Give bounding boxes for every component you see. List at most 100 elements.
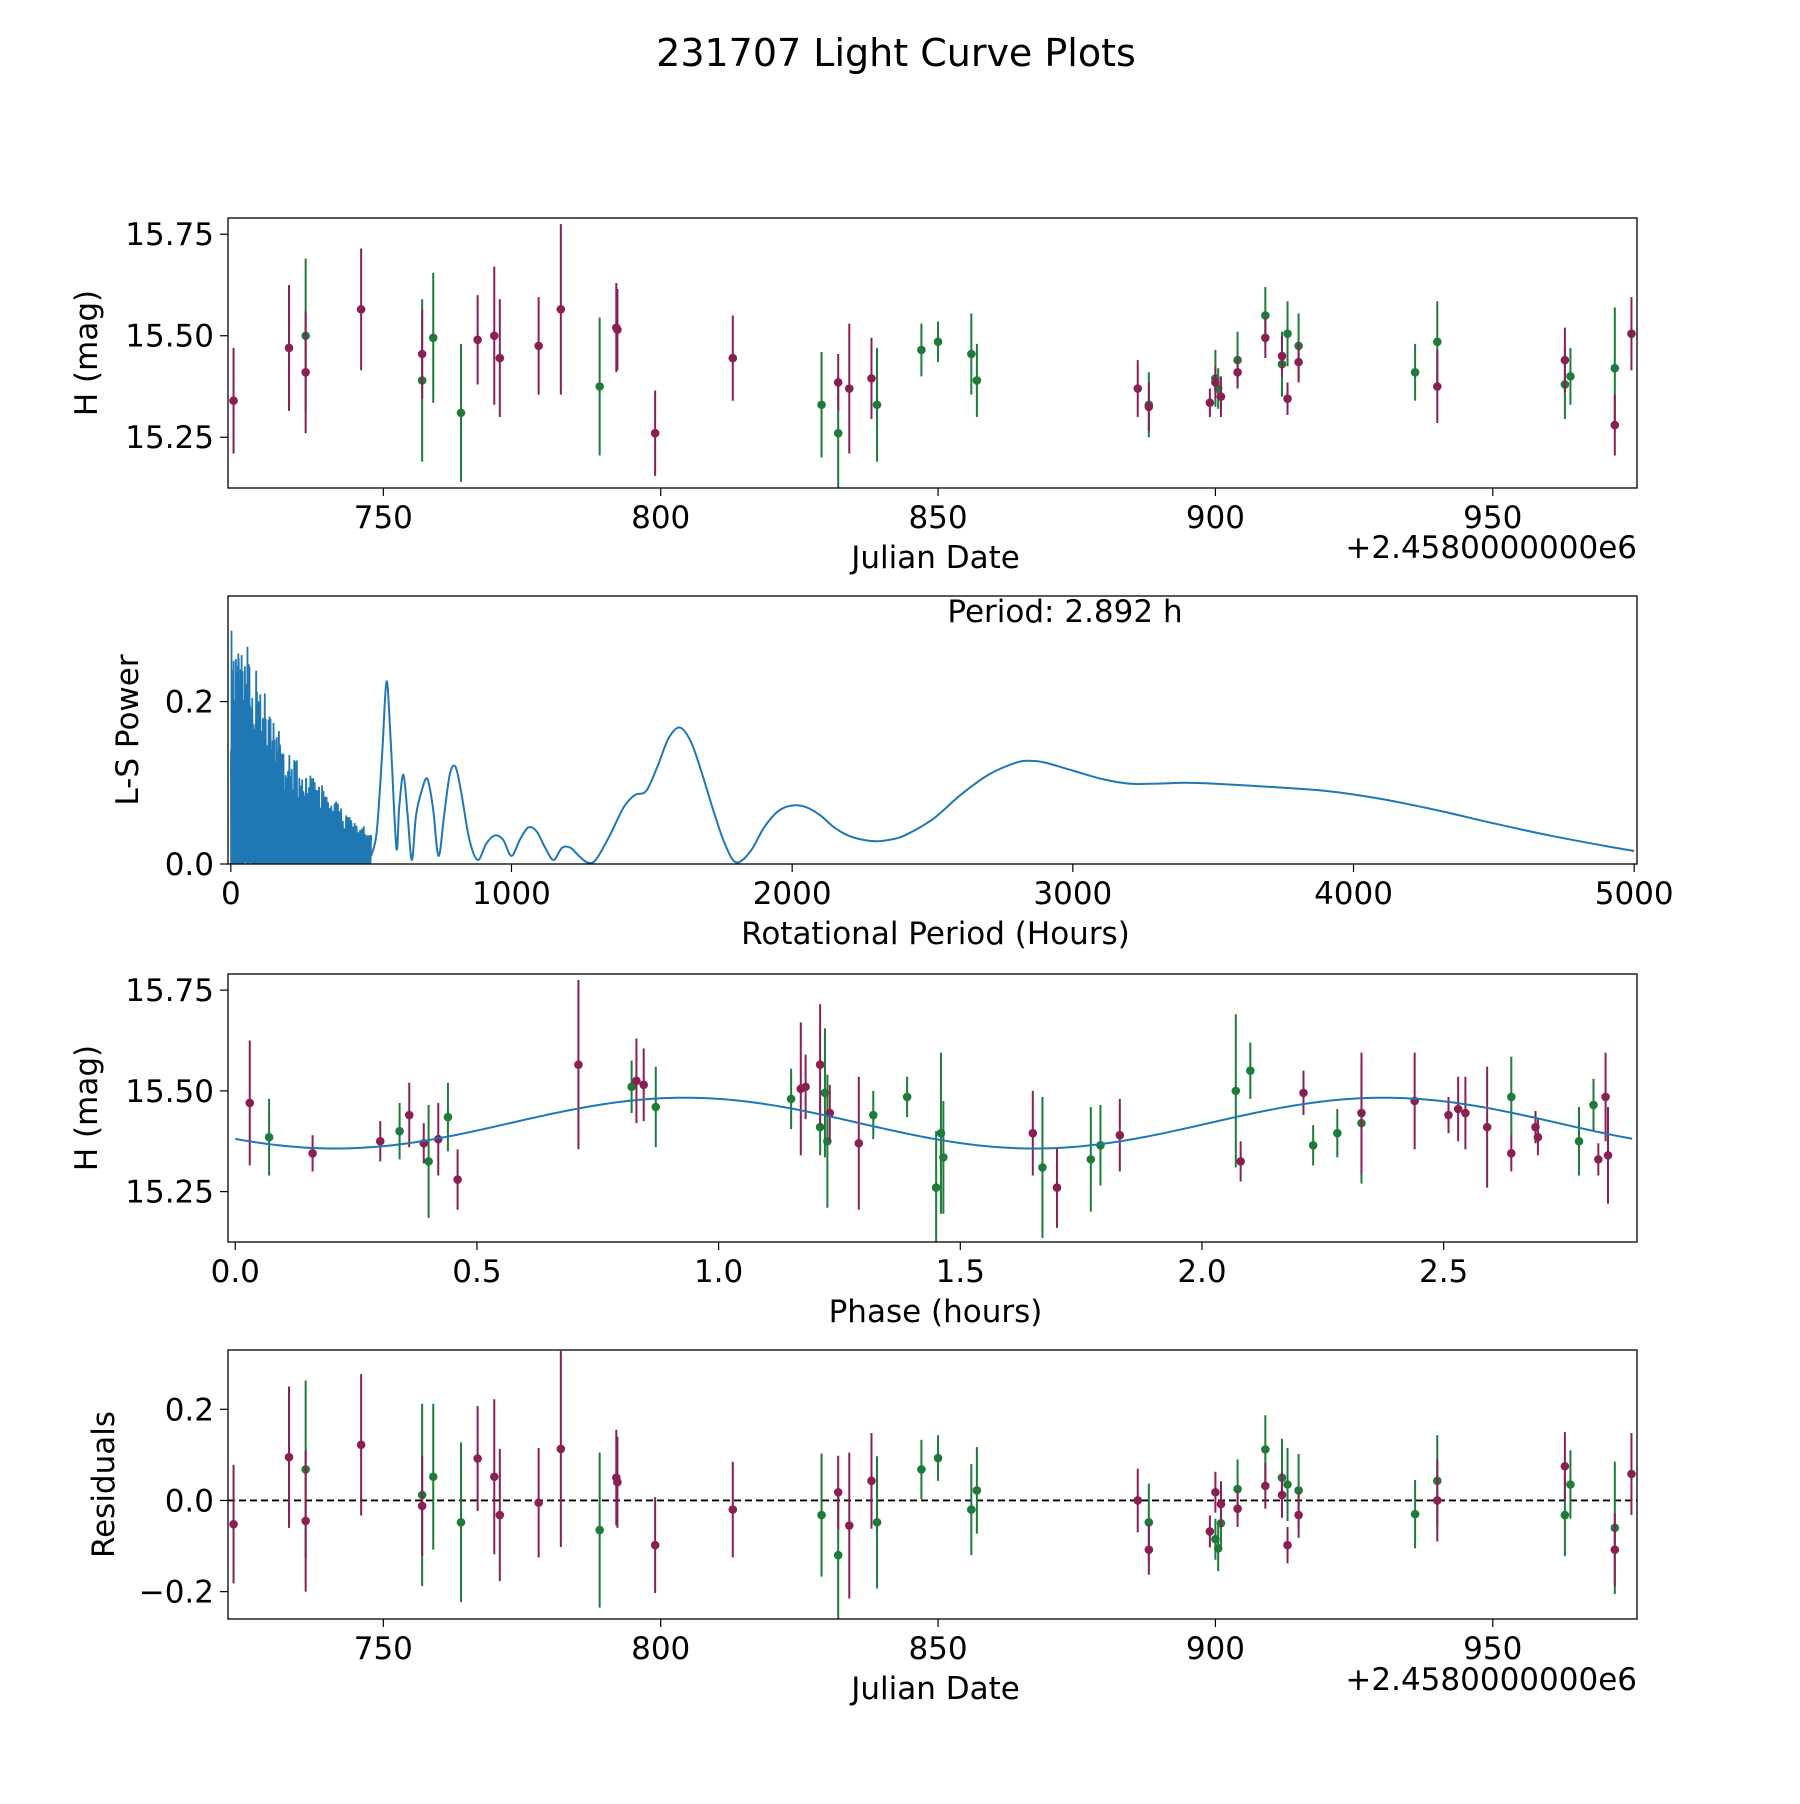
data-point — [967, 349, 976, 359]
x-tick-label: 850 — [908, 500, 967, 536]
x-tick-label: 1000 — [472, 876, 551, 912]
data-point — [1233, 367, 1242, 377]
data-point — [867, 374, 876, 383]
data-point — [1507, 1092, 1516, 1102]
data-point — [817, 400, 826, 410]
data-point — [1560, 1510, 1570, 1520]
series-filter_b — [229, 224, 1636, 476]
data-point — [1205, 398, 1215, 408]
y-axis-label: H (mag) — [69, 1045, 105, 1171]
data-point — [489, 331, 499, 341]
x-tick-label: 900 — [1186, 500, 1245, 536]
data-point — [844, 1521, 854, 1530]
data-point — [1444, 1110, 1453, 1120]
x-tick-label: 800 — [631, 500, 690, 536]
periodogram-line — [370, 680, 1635, 864]
x-tick-label: 950 — [1463, 500, 1522, 536]
data-point — [867, 1476, 876, 1486]
data-point — [1231, 1086, 1241, 1096]
x-tick-label: 4000 — [1314, 876, 1393, 912]
data-point — [1233, 1504, 1242, 1513]
data-point — [844, 384, 854, 393]
data-point — [801, 1082, 810, 1092]
data-point — [443, 1112, 453, 1122]
data-point — [356, 1440, 366, 1450]
data-point — [1038, 1163, 1047, 1172]
data-point — [1482, 1122, 1492, 1132]
data-point — [1233, 1484, 1242, 1494]
data-point — [933, 337, 943, 347]
data-point — [1603, 1151, 1613, 1160]
data-point — [301, 367, 310, 377]
data-point — [833, 1550, 843, 1560]
x-tick-label: 2000 — [753, 876, 832, 912]
data-point — [815, 1122, 825, 1132]
data-point — [1211, 378, 1220, 387]
data-point — [1589, 1100, 1598, 1110]
data-point — [972, 1486, 982, 1495]
axes-frame — [227, 1349, 1638, 1620]
x-axis-label: Phase (hours) — [829, 1294, 1043, 1330]
data-point — [1601, 1092, 1610, 1102]
data-point — [1133, 1496, 1143, 1505]
data-point — [264, 1132, 274, 1142]
data-point — [902, 1092, 912, 1102]
y-tick-label: 15.75 — [125, 217, 214, 253]
plot-area — [229, 1350, 1636, 1619]
fit-curve — [235, 1096, 1633, 1150]
x-tick-label: 0.5 — [452, 1254, 501, 1290]
data-point — [456, 408, 466, 418]
data-point — [632, 1076, 641, 1086]
data-point — [868, 1110, 878, 1120]
data-point — [967, 1505, 976, 1514]
data-point — [308, 1149, 317, 1158]
data-point — [473, 1454, 482, 1463]
x-tick-label: 750 — [354, 500, 413, 536]
x-axis-label: Julian Date — [849, 540, 1020, 576]
data-point — [650, 428, 660, 438]
data-point — [1144, 402, 1154, 412]
axes-frame — [227, 595, 1638, 865]
data-point — [595, 382, 604, 391]
x-tick-label: 2.0 — [1177, 1254, 1226, 1290]
data-point — [1566, 372, 1575, 381]
series-filter_b — [245, 980, 1613, 1228]
data-point — [375, 1136, 385, 1146]
x-axis-label: Rotational Period (Hours) — [741, 916, 1130, 952]
data-point — [456, 1518, 466, 1527]
data-point — [786, 1094, 796, 1104]
data-point — [1086, 1155, 1096, 1164]
data-point — [1308, 1140, 1318, 1150]
data-point — [1277, 1490, 1287, 1500]
x-tick-label: 1.5 — [936, 1254, 985, 1290]
data-point — [489, 1472, 499, 1482]
x-tick-label: 3000 — [1033, 876, 1112, 912]
data-point — [815, 1060, 825, 1069]
data-point — [651, 1102, 661, 1112]
data-point — [1333, 1128, 1342, 1138]
data-point — [1261, 1481, 1270, 1491]
data-point — [1261, 1445, 1270, 1454]
data-point — [1566, 1480, 1575, 1489]
data-point — [1294, 357, 1303, 367]
subplot-3: 0.0 0.5 1.0 1.5 2.0 2.5 15.25 15.50 15.75 Phase (… — [69, 973, 1638, 1330]
data-point — [356, 305, 366, 314]
data-point — [627, 1082, 636, 1092]
data-point — [495, 1510, 505, 1520]
data-point — [424, 1157, 433, 1166]
data-point — [595, 1525, 604, 1535]
data-point — [1453, 1104, 1463, 1114]
data-point — [872, 1518, 882, 1527]
data-point — [473, 335, 482, 345]
x-tick-label: 850 — [908, 1631, 967, 1667]
y-tick-label: −0.2 — [139, 1575, 214, 1611]
data-point — [1246, 1066, 1255, 1076]
x-tick-label: 0.0 — [211, 1254, 260, 1290]
data-point — [1294, 1486, 1303, 1495]
x-tick-label: 800 — [631, 1631, 690, 1667]
data-point — [284, 343, 294, 353]
data-point — [917, 345, 926, 355]
data-point — [229, 1519, 238, 1529]
subplot-4: 750 800 850 900 950 −0.2 0.0 0.2 Julian Date Resi… — [86, 1349, 1638, 1707]
